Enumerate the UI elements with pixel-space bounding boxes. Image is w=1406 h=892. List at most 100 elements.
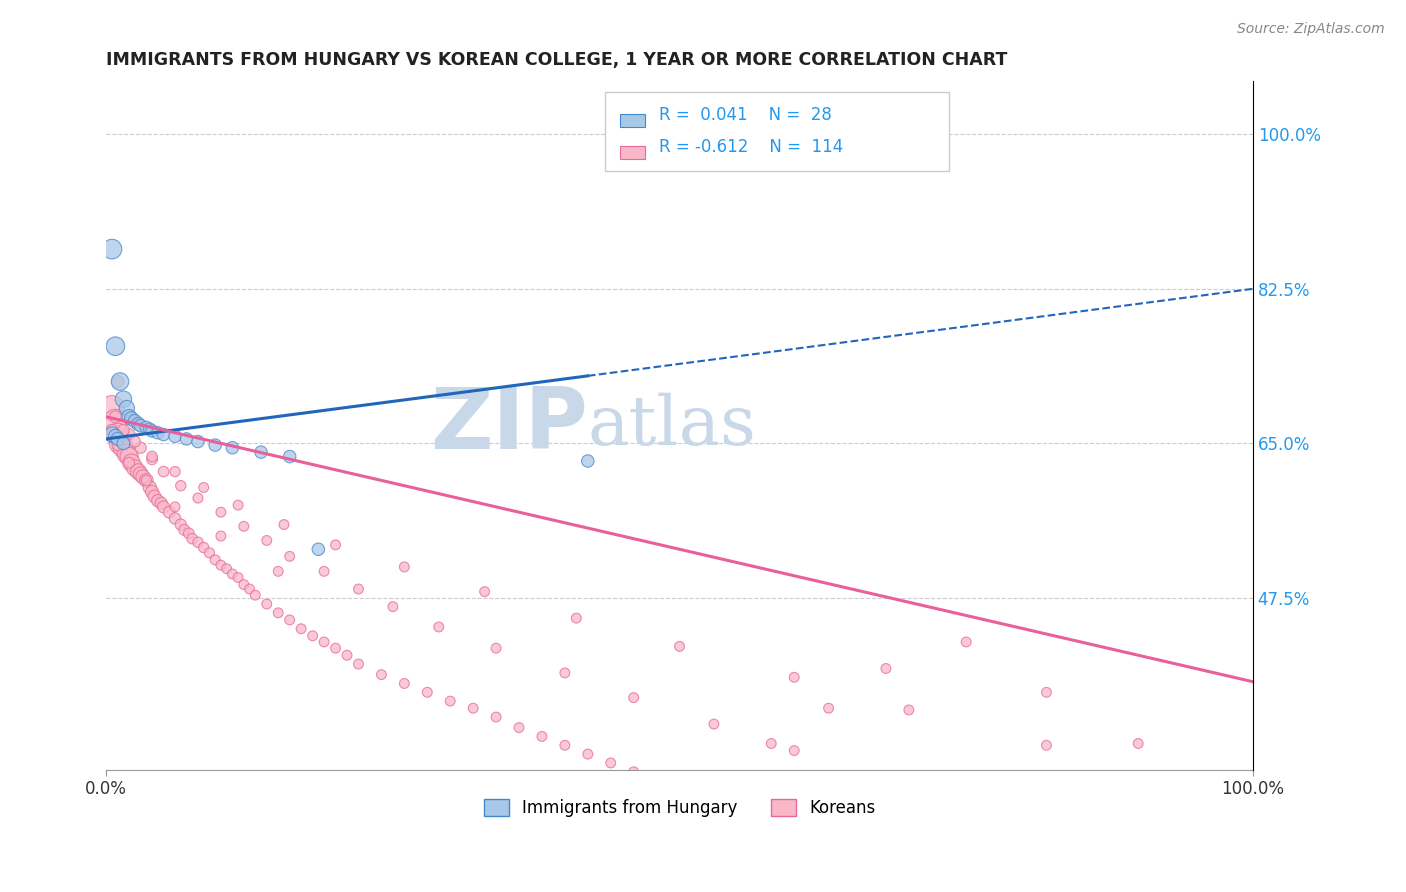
Point [193,480,215,494]
Point [565,611,588,625]
Point [107,375,129,389]
Point [554,739,576,753]
Point [121,456,143,470]
Point [170,517,193,532]
Point [107,432,129,446]
Text: Source: ZipAtlas.com: Source: ZipAtlas.com [1237,22,1385,37]
Point [314,635,336,649]
Point [307,542,329,557]
Point [221,441,243,455]
Point [232,519,254,533]
Point [761,737,783,751]
Point [347,582,370,596]
Point [215,562,238,576]
Point [394,560,416,574]
Point [209,558,232,573]
Point [141,450,163,464]
FancyBboxPatch shape [605,92,949,171]
Point [336,648,359,663]
Point [897,703,920,717]
Point [141,484,163,499]
Point [187,434,209,449]
Point [129,467,152,482]
Point [101,242,124,256]
Point [439,694,461,708]
Point [127,417,149,431]
Point [141,424,163,438]
Point [163,511,186,525]
Point [599,756,621,770]
Point [187,535,209,549]
Point [118,450,141,464]
Point [104,414,127,428]
Point [381,599,404,614]
Point [416,685,439,699]
Point [118,456,141,470]
Point [966,800,988,814]
Point [554,665,576,680]
Point [101,427,124,442]
Point [657,780,679,795]
Point [163,465,186,479]
Point [152,500,174,514]
Point [112,436,135,450]
Point [115,401,138,415]
Point [124,434,146,449]
Point [101,423,124,437]
Point [118,427,141,442]
Point [132,470,155,484]
Point [141,452,163,467]
Point [668,640,690,654]
Text: IMMIGRANTS FROM HUNGARY VS KOREAN COLLEGE, 1 YEAR OR MORE CORRELATION CHART: IMMIGRANTS FROM HUNGARY VS KOREAN COLLEG… [107,51,1008,69]
Point [146,425,169,440]
Point [139,422,162,436]
Point [129,441,152,455]
Point [118,409,141,424]
Point [623,690,645,705]
Point [127,465,149,479]
Point [143,489,166,503]
Point [187,491,209,505]
Point [267,606,290,620]
Point [692,791,714,805]
Point [783,670,806,684]
Point [152,465,174,479]
Point [152,427,174,442]
Point [278,450,301,464]
Point [325,538,347,552]
Point [256,597,278,611]
Point [112,423,135,437]
Point [226,570,249,584]
Point [209,529,232,543]
Point [463,701,485,715]
Point [124,414,146,428]
Point [273,517,295,532]
Point [508,721,530,735]
Point [170,479,193,493]
Point [576,747,599,761]
Point [107,438,129,452]
Point [703,717,725,731]
Point [209,505,232,519]
Point [115,447,138,461]
Point [267,565,290,579]
Point [474,584,496,599]
Point [181,532,204,546]
Point [725,803,748,817]
Point [112,441,135,455]
Point [104,339,127,353]
Text: R = -0.612    N =  114: R = -0.612 N = 114 [659,138,844,156]
Point [204,438,226,452]
Point [104,409,127,424]
Point [576,454,599,468]
Point [193,541,215,555]
Point [817,701,839,715]
Point [301,629,323,643]
Point [955,635,977,649]
Point [530,730,553,744]
Legend: Immigrants from Hungary, Koreans: Immigrants from Hungary, Koreans [477,792,882,823]
Point [124,461,146,475]
Point [623,764,645,779]
Point [139,480,162,494]
Point [163,429,186,443]
